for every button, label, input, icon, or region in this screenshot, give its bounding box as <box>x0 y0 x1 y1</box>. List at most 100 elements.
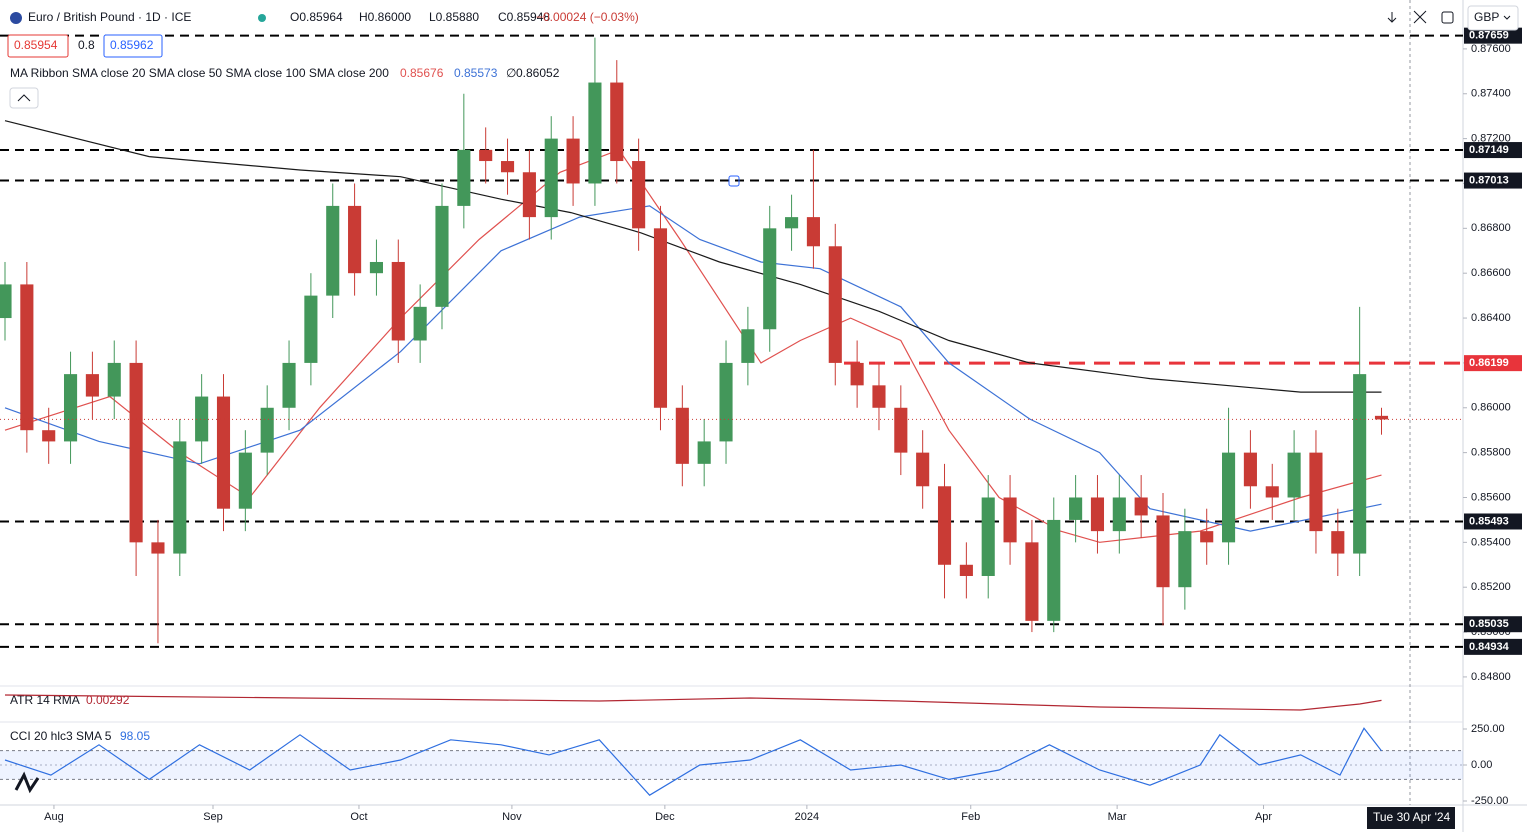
plot: 0.848000.850000.852000.854000.856000.858… <box>0 27 1522 823</box>
level-label: 0.85035 <box>1469 618 1509 630</box>
candle-body <box>1047 519 1061 621</box>
date: Tue 30 Apr '24 <box>1373 810 1451 824</box>
x-tick-label: Dec <box>655 811 675 823</box>
candle-body <box>872 385 886 408</box>
candle-body <box>151 542 165 554</box>
level-badge <box>1464 616 1522 633</box>
indicator-value: 98.05 <box>120 729 150 743</box>
y-tick-label: 0.86600 <box>1471 267 1511 279</box>
candle-body <box>763 228 777 330</box>
y-tick-label: -250.00 <box>1471 795 1508 807</box>
toolbar-icon[interactable] <box>1441 11 1454 24</box>
candle-body <box>610 82 624 162</box>
level-badge <box>1464 172 1522 189</box>
candle-body <box>522 172 536 218</box>
candle-body <box>107 362 121 397</box>
candle-body <box>544 138 558 218</box>
x-tick-label: Aug <box>44 811 64 823</box>
candle-body <box>1309 452 1323 532</box>
x-tick-label: Mar <box>1108 811 1127 823</box>
candle-body <box>981 497 995 576</box>
toolbar-icon[interactable] <box>1387 12 1397 23</box>
y-tick-label: 0.85600 <box>1471 491 1511 503</box>
series-line <box>4 727 1382 796</box>
x-tick-label: Oct <box>350 811 367 823</box>
candle-body <box>588 82 602 184</box>
candle-body <box>566 138 580 184</box>
currency[interactable]: GBP <box>1474 10 1499 24</box>
symbol: Euro / British Pound · 1D · ICE <box>28 10 191 24</box>
candle-body <box>806 217 820 247</box>
candle-body <box>1374 415 1389 420</box>
status-dot <box>258 14 266 22</box>
ohlc-low: L0.85880 <box>429 10 479 24</box>
candle-body <box>413 306 427 341</box>
ohlc-change: −0.00024 (−0.03%) <box>536 10 639 24</box>
buy-button[interactable] <box>103 34 163 58</box>
event-marker[interactable] <box>728 175 740 187</box>
level-label: 0.87013 <box>1469 174 1509 186</box>
collapse-button[interactable] <box>9 87 39 109</box>
series-line <box>4 694 1382 711</box>
candle-body <box>391 261 405 341</box>
indicator-value: 0.00292 <box>86 693 130 707</box>
candle-body <box>959 564 973 576</box>
candle-body <box>20 284 34 431</box>
candle-body <box>916 452 930 487</box>
pane-title: CCI 20 hlc3 SMA 5 <box>10 729 112 743</box>
y-tick-label: 0.85200 <box>1471 581 1511 593</box>
candle-body <box>304 295 318 363</box>
x-tick-label: Nov <box>502 811 522 823</box>
candle-body <box>238 452 252 509</box>
candle-body <box>369 261 383 274</box>
y-tick-label: 0.00 <box>1471 759 1492 771</box>
candle-body <box>719 362 733 442</box>
level-badge <box>1464 142 1522 159</box>
candle-body <box>653 228 668 408</box>
sell-button[interactable] <box>7 34 69 58</box>
x-tick-label: Feb <box>961 811 980 823</box>
candle-body <box>457 149 471 206</box>
y-tick-label: 0.86000 <box>1471 402 1511 414</box>
candle-body <box>1287 452 1301 498</box>
y-tick-label: 0.85800 <box>1471 447 1511 459</box>
ohlc-high: H0.86000 <box>359 10 411 24</box>
x-tick-label: Sep <box>203 811 223 823</box>
candle-body <box>500 161 515 173</box>
candle-body <box>850 362 864 386</box>
ask[interactable]: 0.85962 <box>110 38 154 52</box>
ribbon-label: MA Ribbon SMA close 20 SMA close 50 SMA … <box>10 66 389 80</box>
currency-button[interactable] <box>1467 5 1519 31</box>
candle-body <box>1025 542 1039 621</box>
y-tick-label: 0.84800 <box>1471 671 1511 683</box>
candle-body <box>1134 497 1148 516</box>
flag-icon <box>10 12 22 24</box>
level-label: 0.86199 <box>1469 357 1509 369</box>
toolbar: GBP <box>1387 5 1519 31</box>
candle-body <box>632 161 646 229</box>
x-tick-label: 2024 <box>795 811 819 823</box>
collapse-icon <box>17 94 31 102</box>
toolbar-icon[interactable] <box>1413 10 1427 24</box>
candle-body <box>1090 497 1105 532</box>
candle-body <box>129 362 143 543</box>
candle-body <box>1265 486 1279 498</box>
series-line <box>4 149 1382 543</box>
candle-body <box>675 407 689 464</box>
pane-title: ATR 14 RMA <box>10 693 80 707</box>
level-badge <box>1464 638 1522 655</box>
bid[interactable]: 0.85954 <box>14 38 58 52</box>
ohlc-open: O0.85964 <box>290 10 343 24</box>
currency-caret <box>1503 15 1511 20</box>
candle-body <box>348 205 362 274</box>
ohlc-close: C0.85948 <box>498 10 550 24</box>
level-badge <box>1464 513 1522 530</box>
ribbon-value: 0.85573 <box>454 66 498 80</box>
candle-body <box>1156 515 1170 588</box>
candle-body <box>1178 531 1192 588</box>
candle-body <box>1243 452 1257 487</box>
y-tick-label: 0.87600 <box>1471 43 1511 55</box>
candle-body <box>894 407 908 453</box>
